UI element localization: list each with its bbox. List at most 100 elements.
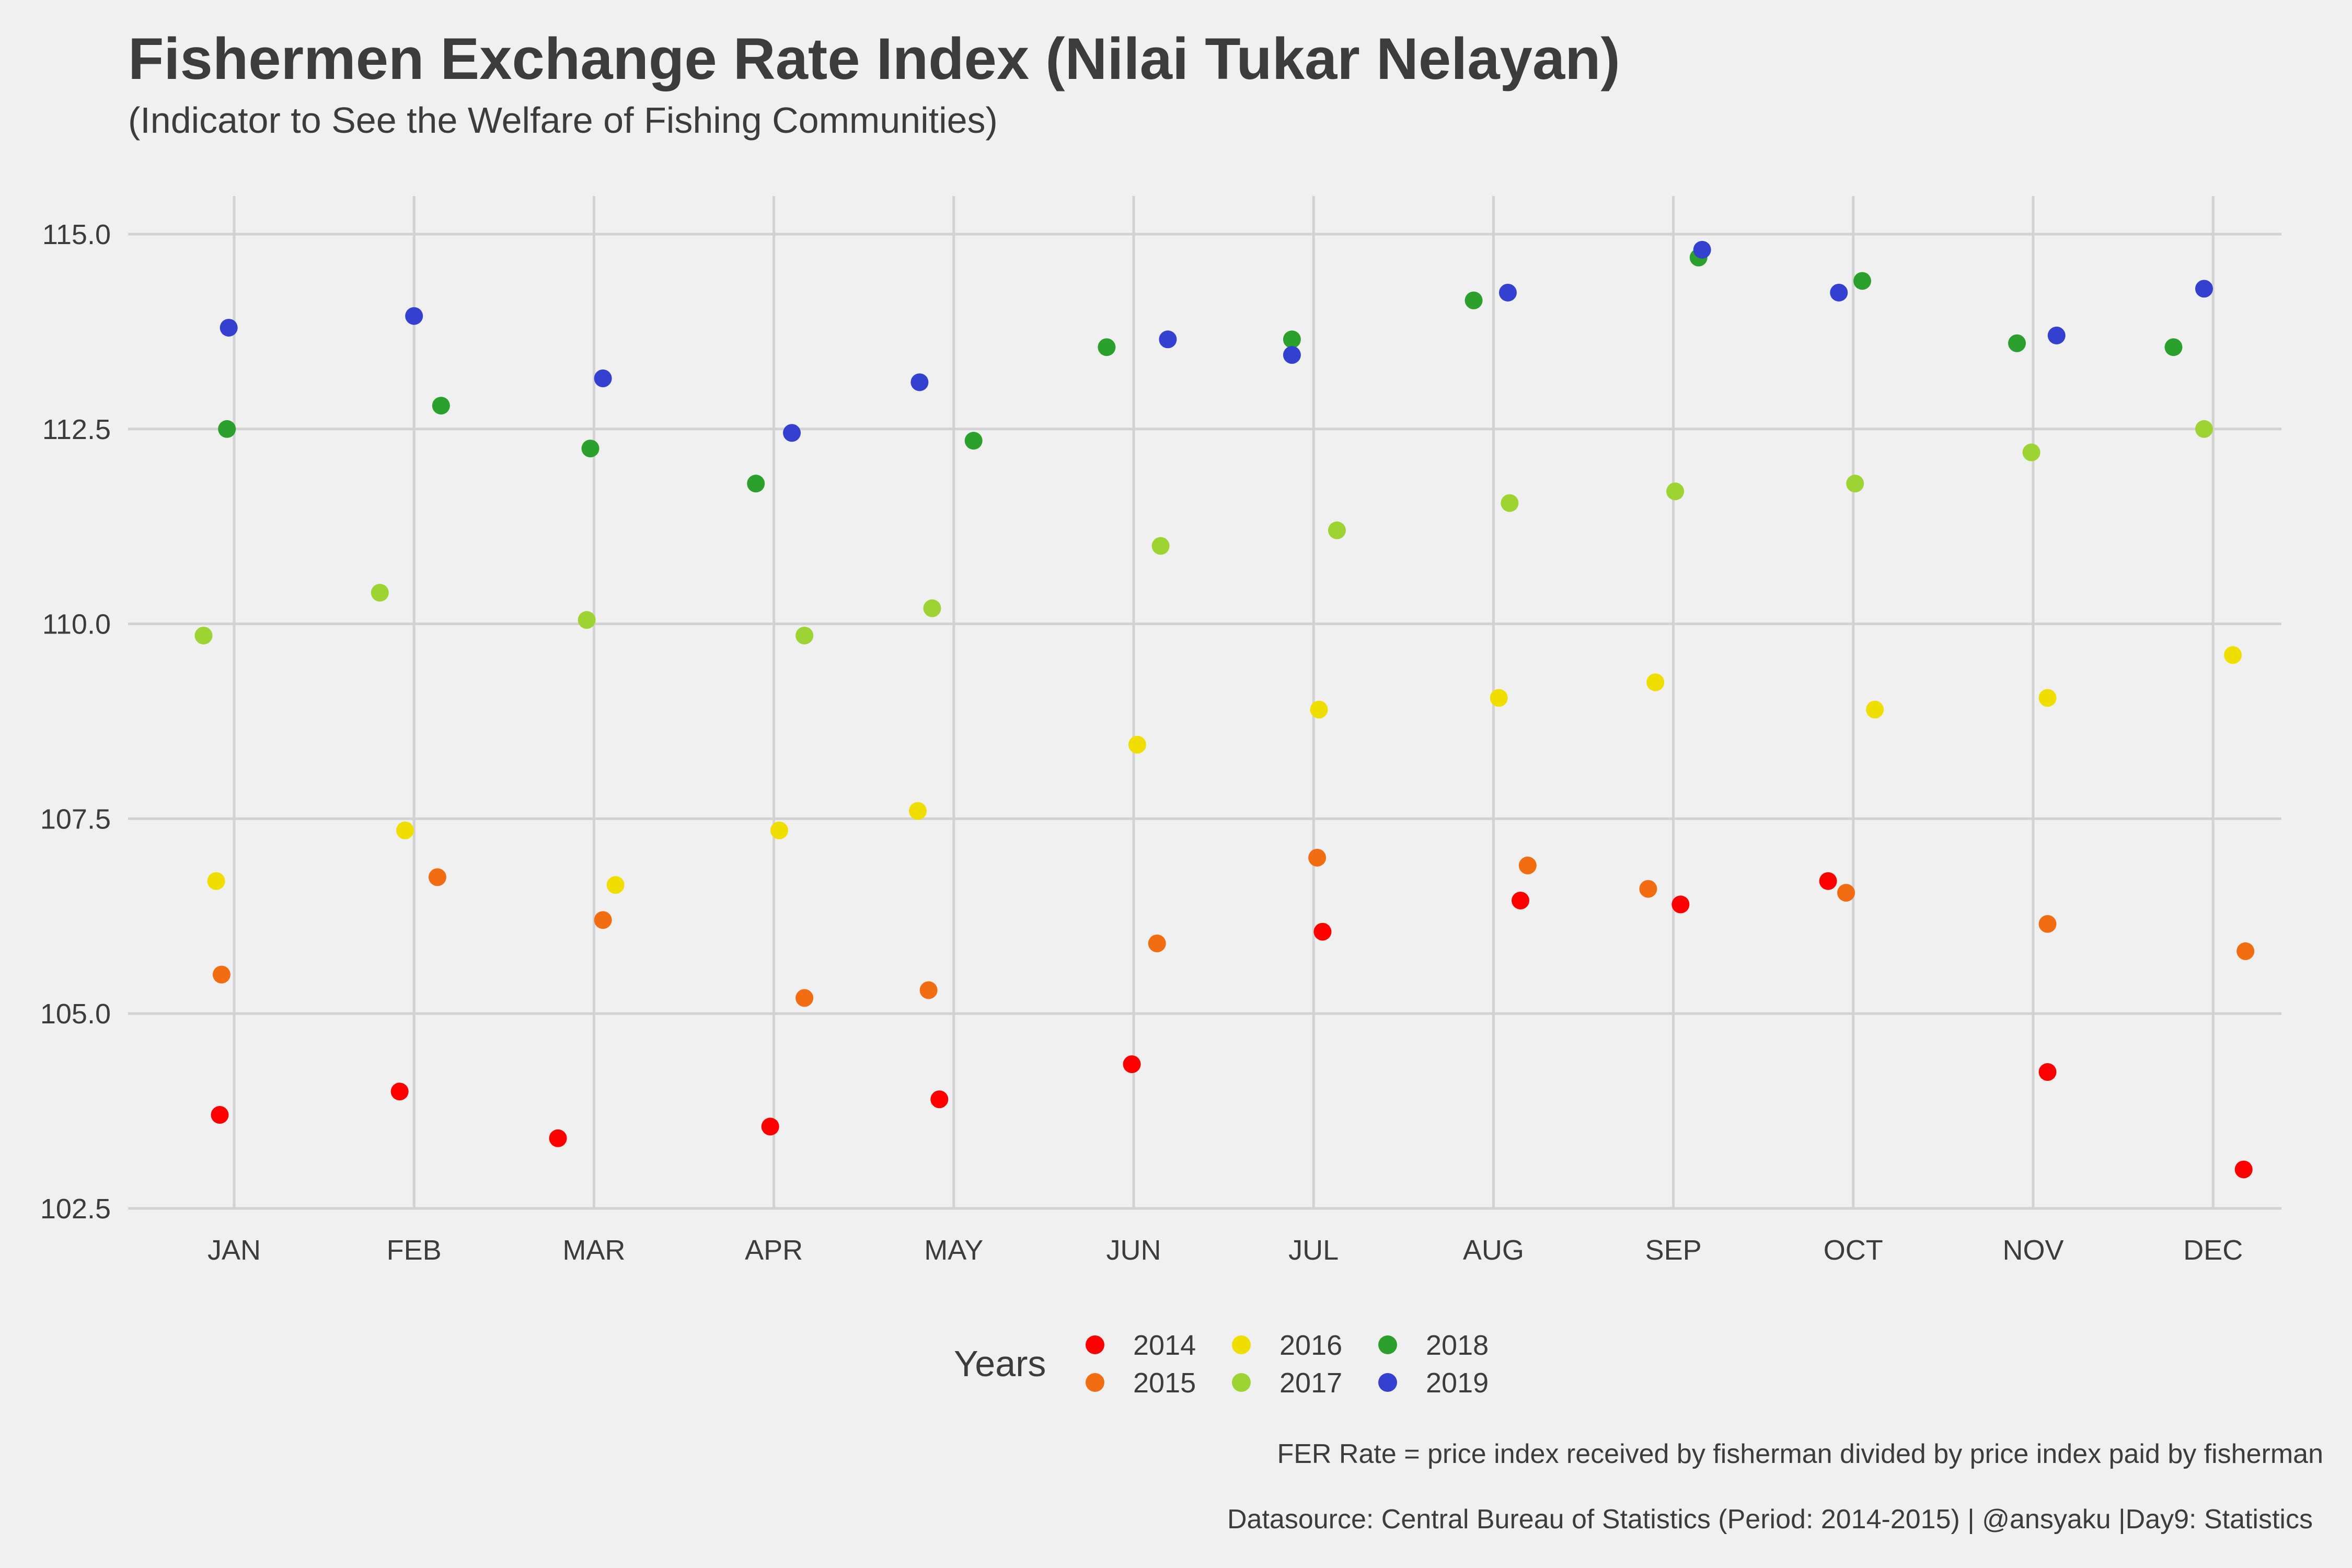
point-2017-aug: [1501, 494, 1519, 512]
point-2015-jan: [212, 965, 230, 984]
x-tick-label: APR: [745, 1235, 803, 1266]
point-2017-sep: [1666, 482, 1685, 501]
point-2016-apr: [770, 821, 788, 839]
x-axis-tick-labels: JAN FEB MAR APR MAY JUN JUL AUG SEP OCT NOV DEC: [207, 1235, 2243, 1266]
x-tick-label: JUL: [1288, 1235, 1339, 1266]
point-2014-oct: [1819, 872, 1837, 890]
x-tick-label: FEB: [387, 1235, 442, 1266]
point-2016-jul: [1310, 700, 1328, 719]
point-2016-mar: [606, 876, 625, 894]
point-2017-feb: [371, 583, 389, 602]
point-2018-apr: [747, 475, 765, 493]
legend-swatch-2014: [1086, 1335, 1104, 1354]
y-tick-label: 115.0: [42, 219, 111, 250]
point-2015-jul: [1308, 848, 1327, 867]
point-2014-sep: [1671, 895, 1690, 914]
y-tick-label: 105.0: [40, 998, 111, 1030]
legend-title: Years: [954, 1343, 1046, 1384]
point-2019-jul: [1283, 346, 1301, 364]
point-2015-jun: [1148, 934, 1166, 952]
y-tick-label: 110.0: [42, 609, 111, 640]
caption-formula: FER Rate = price index received by fishe…: [1277, 1439, 2323, 1469]
y-axis-tick-labels: 102.5 105.0 107.5 110.0 112.5 115.0: [40, 219, 111, 1225]
caption-source: Datasource: Central Bureau of Statistics…: [1227, 1504, 2313, 1535]
point-2018-nov: [2008, 334, 2026, 352]
point-2018-feb: [432, 397, 450, 415]
legend: Years 2014 2015 2016 2017 2018 2019: [954, 1330, 1489, 1399]
x-tick-label: NOV: [2002, 1235, 2063, 1266]
x-tick-label: DEC: [2183, 1235, 2243, 1266]
grid-lines: [128, 196, 2281, 1210]
point-2017-jul: [1328, 521, 1346, 539]
x-tick-label: JAN: [207, 1235, 261, 1266]
point-2017-may: [923, 599, 941, 617]
x-tick-label: SEP: [1645, 1235, 1702, 1266]
point-2019-jun: [1159, 330, 1177, 349]
point-2018-may: [964, 432, 983, 450]
point-2019-may: [910, 373, 929, 391]
point-2016-sep: [1646, 673, 1665, 691]
legend-swatch-2015: [1086, 1373, 1104, 1392]
point-2019-nov: [2047, 326, 2066, 344]
point-2017-dec: [2195, 420, 2213, 438]
point-2017-jun: [1151, 537, 1170, 555]
point-2019-aug: [1498, 283, 1517, 302]
point-2014-dec: [2234, 1160, 2253, 1179]
point-2019-apr: [783, 424, 801, 442]
y-tick-label: 107.5: [40, 803, 111, 835]
legend-swatch-2017: [1232, 1373, 1251, 1392]
point-2019-jan: [220, 318, 238, 337]
point-2016-jun: [1128, 735, 1146, 754]
data-points: [194, 240, 2255, 1179]
legend-label-2019: 2019: [1426, 1367, 1489, 1399]
point-2019-dec: [2195, 280, 2213, 298]
point-2019-feb: [405, 307, 423, 325]
point-2014-apr: [761, 1117, 779, 1136]
point-2019-sep: [1693, 240, 1711, 259]
point-2014-nov: [2038, 1063, 2057, 1081]
point-2016-aug: [1490, 689, 1508, 707]
point-2015-oct: [1837, 884, 1855, 902]
x-tick-label: MAY: [924, 1235, 983, 1266]
point-2015-sep: [1639, 880, 1657, 898]
legend-label-2017: 2017: [1279, 1367, 1342, 1399]
x-tick-label: JUN: [1106, 1235, 1161, 1266]
point-2018-jul: [1283, 330, 1301, 349]
point-2017-mar: [578, 611, 596, 629]
point-2018-mar: [581, 440, 599, 458]
legend-swatch-2019: [1378, 1373, 1397, 1392]
point-2014-mar: [549, 1129, 567, 1147]
point-2016-feb: [396, 821, 414, 839]
point-2016-dec: [2224, 646, 2242, 664]
point-2018-dec: [2164, 338, 2183, 356]
point-2015-apr: [795, 989, 814, 1007]
point-2019-mar: [594, 369, 612, 387]
point-2017-apr: [795, 626, 814, 644]
point-2019-oct: [1830, 283, 1848, 302]
point-2015-dec: [2236, 942, 2255, 960]
point-2014-jan: [211, 1106, 229, 1124]
point-2015-aug: [1518, 856, 1537, 874]
point-2014-jun: [1123, 1055, 1141, 1074]
point-2016-nov: [2038, 689, 2057, 707]
point-2015-feb: [428, 868, 446, 886]
point-2014-feb: [390, 1082, 409, 1101]
point-2014-aug: [1512, 891, 1530, 909]
point-2017-jan: [194, 626, 213, 644]
point-2014-may: [930, 1090, 949, 1109]
point-2018-jan: [218, 420, 236, 438]
legend-label-2015: 2015: [1133, 1367, 1196, 1399]
point-2017-nov: [2022, 443, 2040, 462]
point-2015-mar: [594, 911, 612, 929]
point-2017-oct: [1846, 475, 1864, 493]
point-2018-aug: [1465, 291, 1483, 309]
legend-label-2016: 2016: [1279, 1330, 1342, 1361]
point-2016-oct: [1866, 700, 1884, 719]
point-2018-oct: [1853, 272, 1872, 290]
legend-label-2014: 2014: [1133, 1330, 1196, 1361]
point-2015-may: [919, 981, 938, 999]
y-tick-label: 102.5: [40, 1193, 111, 1225]
point-2015-nov: [2038, 915, 2057, 933]
point-2016-jan: [207, 872, 225, 890]
